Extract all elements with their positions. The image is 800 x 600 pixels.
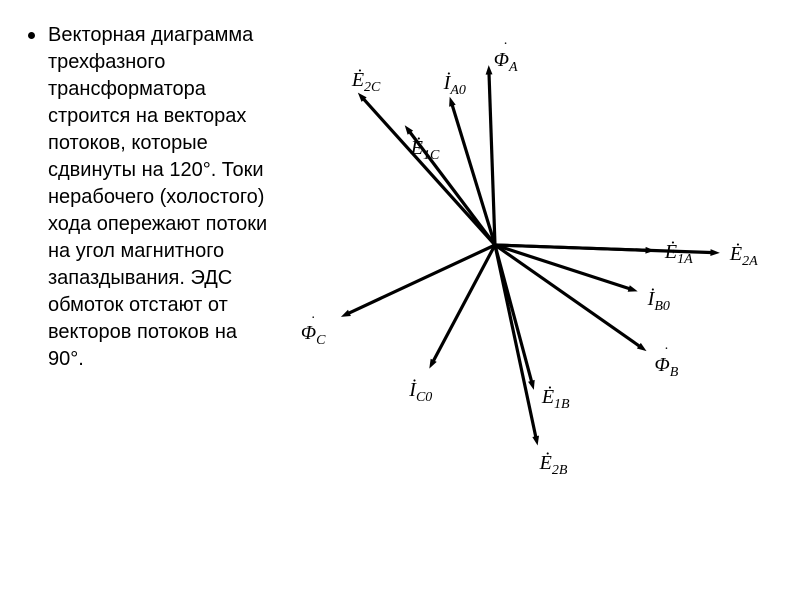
vector-I_B0	[495, 245, 632, 289]
phasor-svg	[0, 0, 800, 600]
vector-Phi_C	[346, 245, 495, 314]
vector-label-I_B0: İB0	[648, 288, 670, 315]
arrowhead-I_B0	[628, 285, 638, 292]
vector-label-Phi_C: ·ΦC	[301, 317, 326, 350]
arrowhead-E_2B	[532, 436, 539, 446]
vector-E_2B	[495, 245, 536, 440]
arrowhead-E_1B	[528, 380, 535, 390]
vector-label-I_C0: İC0	[409, 379, 432, 406]
arrowhead-Phi_C	[341, 310, 351, 317]
vector-diagram: ·ΦA İA0 Ė2C Ė1C Ė1A Ė2A İB0 ·ΦB Ė1B Ė2B İC0 ·ΦC	[0, 0, 800, 600]
vector-label-Phi_B: ·ΦB	[655, 348, 679, 381]
vector-label-E_1B: Ė1B	[542, 386, 570, 413]
arrowhead-I_C0	[429, 359, 436, 369]
vector-E_2C	[362, 97, 495, 245]
vector-I_C0	[432, 245, 495, 363]
vector-label-Phi_A: ·ΦA	[494, 43, 518, 76]
vector-Phi_A	[489, 71, 495, 245]
vector-label-I_A0: İA0	[444, 72, 466, 99]
vector-label-E_2A: Ė2A	[730, 243, 758, 270]
vector-I_A0	[451, 103, 495, 245]
vector-label-E_2B: Ė2B	[540, 452, 568, 479]
vector-label-E_2C: Ė2C	[352, 69, 381, 96]
arrowhead-E_2A	[710, 249, 720, 256]
slide: Векторная диаграмма трехфазного трансфор…	[0, 0, 800, 600]
arrowhead-Phi_A	[486, 65, 493, 75]
vector-label-E_1A: Ė1A	[665, 241, 693, 268]
vector-label-E_1C: Ė1C	[411, 137, 440, 164]
